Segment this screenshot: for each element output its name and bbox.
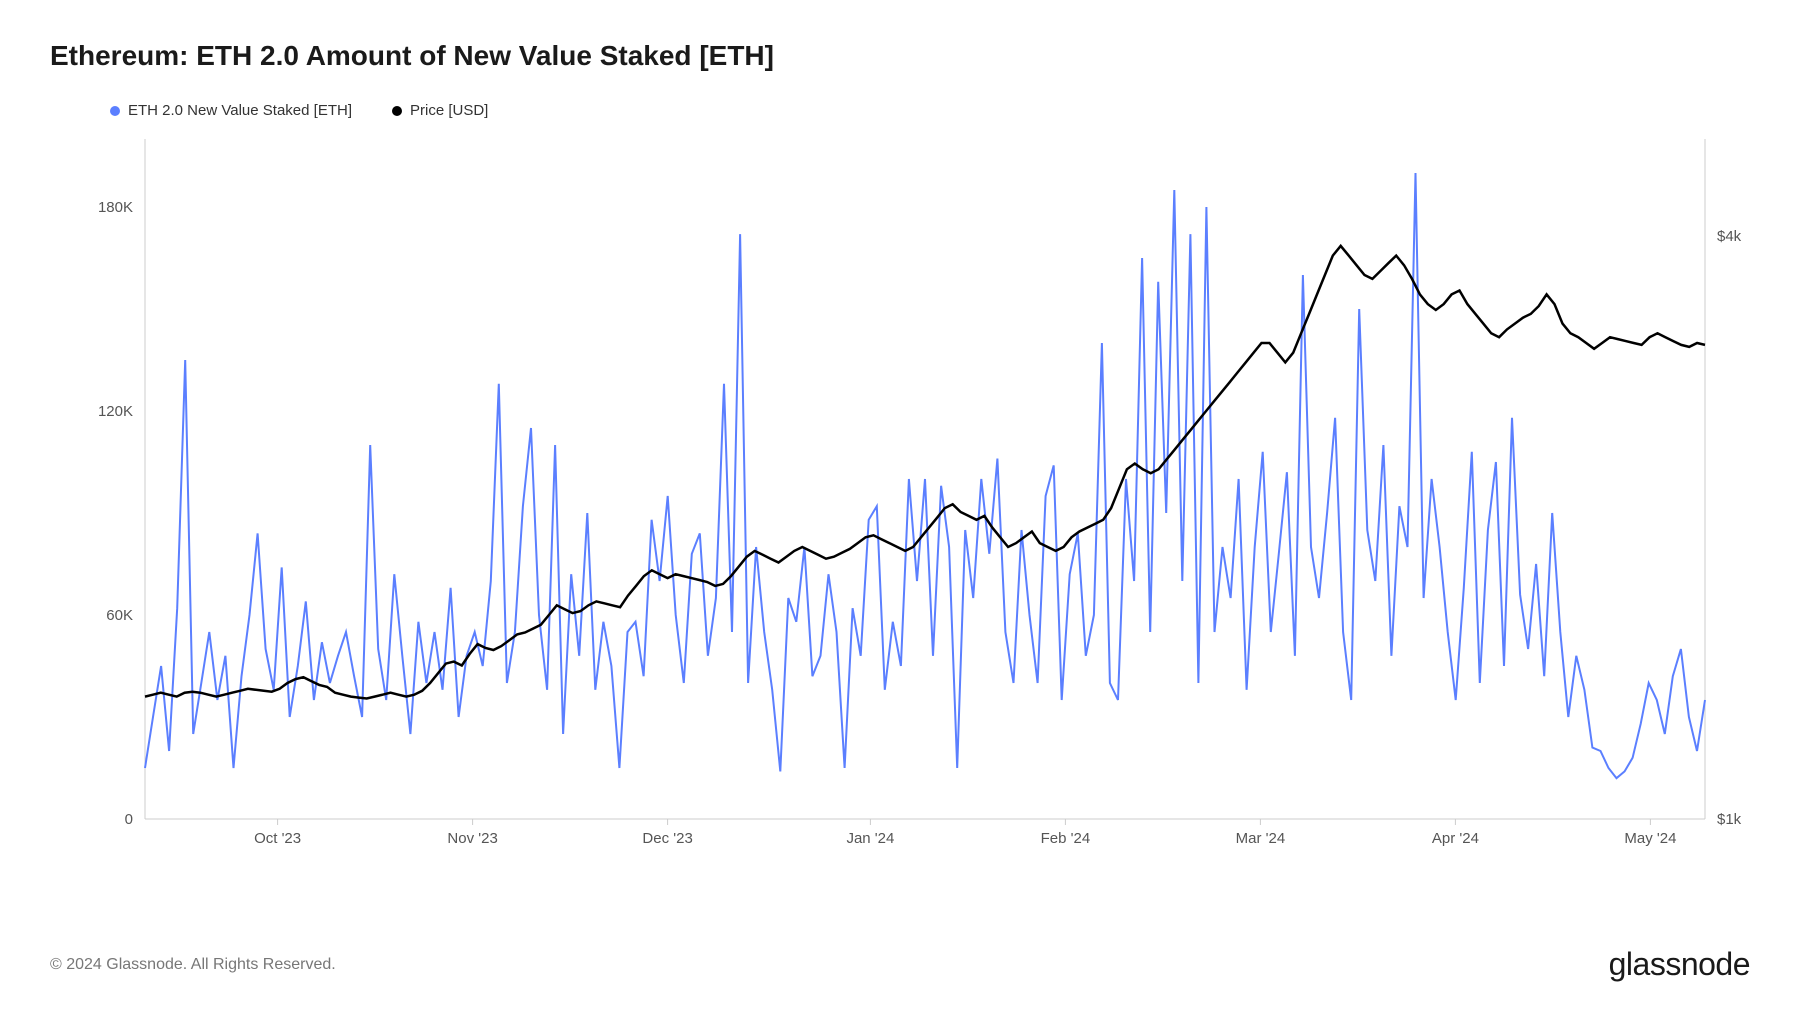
legend-label-staked: ETH 2.0 New Value Staked [ETH] bbox=[128, 102, 352, 119]
svg-text:$1k: $1k bbox=[1717, 811, 1742, 828]
legend-item-staked: ETH 2.0 New Value Staked [ETH] bbox=[110, 102, 352, 119]
legend-item-price: Price [USD] bbox=[392, 102, 488, 119]
copyright-text: © 2024 Glassnode. All Rights Reserved. bbox=[50, 956, 336, 974]
legend-dot-staked bbox=[110, 106, 120, 116]
chart-container: 0 60K 120K 180K $1k $4k Oct '23 Nov '23 Dec '23 J… bbox=[50, 129, 1750, 889]
svg-text:60K: 60K bbox=[106, 607, 133, 624]
svg-text:120K: 120K bbox=[98, 403, 133, 420]
svg-text:180K: 180K bbox=[98, 199, 133, 216]
legend-dot-price bbox=[392, 106, 402, 116]
chart-svg: 0 60K 120K 180K $1k $4k Oct '23 Nov '23 Dec '23 J… bbox=[50, 129, 1750, 889]
brand-logo: glassnode bbox=[1609, 946, 1750, 983]
svg-text:Oct '23: Oct '23 bbox=[254, 830, 301, 847]
svg-text:May '24: May '24 bbox=[1624, 830, 1676, 847]
svg-text:Jan '24: Jan '24 bbox=[846, 830, 894, 847]
svg-text:Feb '24: Feb '24 bbox=[1041, 830, 1091, 847]
svg-text:Mar '24: Mar '24 bbox=[1236, 830, 1286, 847]
legend: ETH 2.0 New Value Staked [ETH] Price [US… bbox=[110, 102, 1750, 119]
chart-title: Ethereum: ETH 2.0 Amount of New Value St… bbox=[50, 40, 1750, 72]
footer: © 2024 Glassnode. All Rights Reserved. g… bbox=[50, 946, 1750, 983]
legend-label-price: Price [USD] bbox=[410, 102, 488, 119]
svg-text:$4k: $4k bbox=[1717, 228, 1742, 245]
svg-text:0: 0 bbox=[125, 811, 133, 828]
svg-text:Apr '24: Apr '24 bbox=[1432, 830, 1479, 847]
svg-text:Nov '23: Nov '23 bbox=[447, 830, 497, 847]
svg-text:Dec '23: Dec '23 bbox=[642, 830, 692, 847]
